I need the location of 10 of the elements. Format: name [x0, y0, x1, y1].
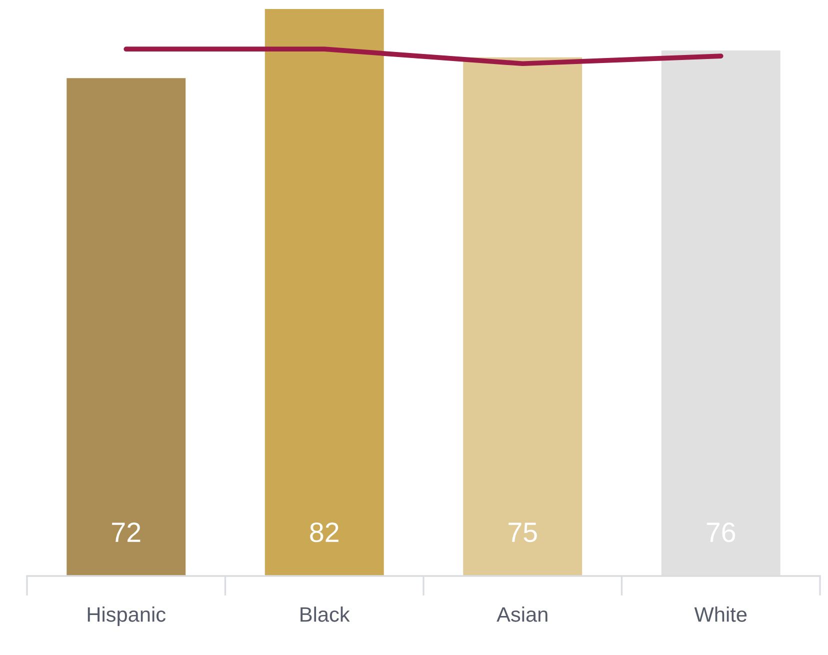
data-label: 82 [310, 522, 338, 542]
x-tick-label: White [694, 606, 747, 622]
bar [264, 9, 384, 576]
x-tick-label: Asian [496, 606, 548, 622]
data-label: 72 [112, 522, 140, 542]
x-tick-label: Hispanic [88, 606, 166, 626]
bar [463, 57, 582, 576]
bar [66, 78, 186, 576]
data-label: 75 [508, 522, 537, 542]
x-tick-label: Black [300, 606, 350, 622]
